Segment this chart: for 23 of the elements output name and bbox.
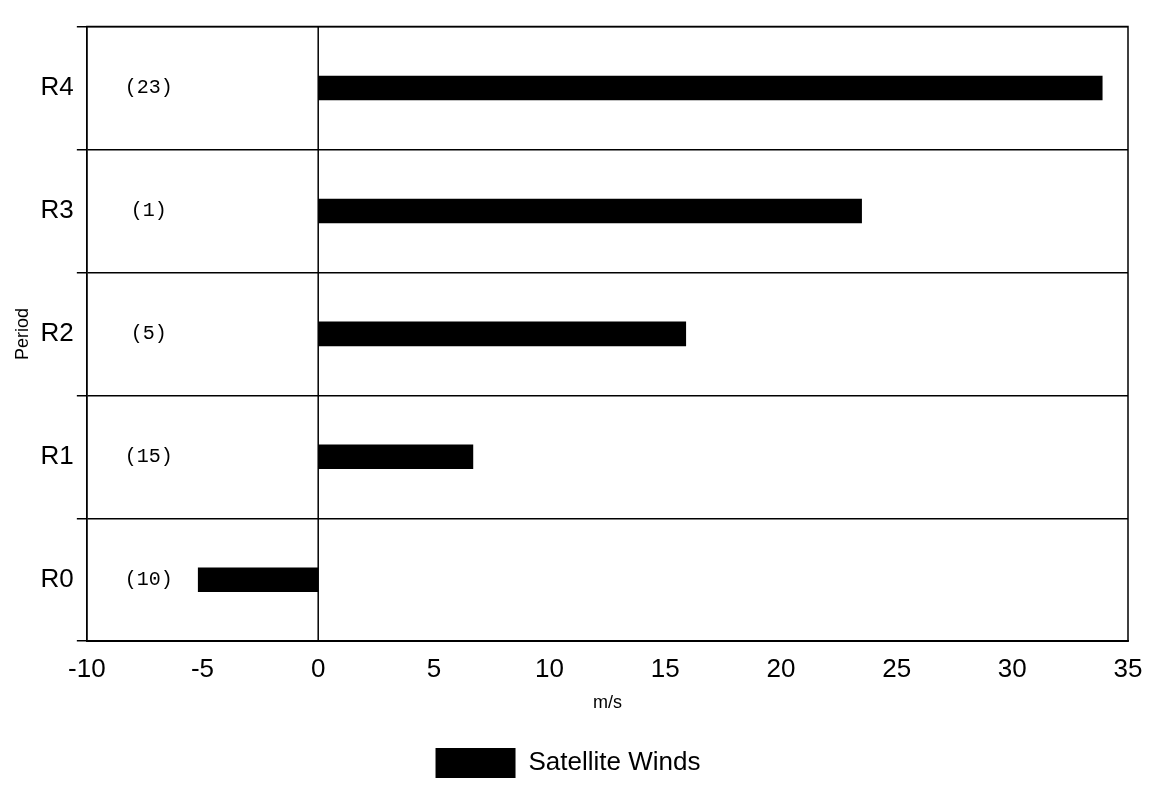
x-tick-label: 35 [1113, 652, 1143, 683]
annotation: (10) [124, 568, 173, 592]
x-tick-label: 10 [535, 652, 565, 683]
x-tick-label: 20 [766, 652, 796, 683]
annotation: (15) [124, 445, 173, 469]
x-tick-label: 5 [426, 652, 442, 683]
y-tick-label: R0 [40, 562, 74, 593]
y-tick-label: R4 [40, 71, 74, 102]
y-tick-label: R1 [40, 439, 74, 470]
y-tick-label: R3 [40, 194, 74, 225]
x-tick-label: 0 [310, 652, 326, 683]
annotation: (23) [124, 76, 173, 100]
y-tick-label: R2 [40, 317, 74, 348]
x-tick-label: -5 [190, 652, 215, 683]
x-tick-label: 25 [882, 652, 912, 683]
x-tick-label: 30 [997, 652, 1027, 683]
legend-label: Satellite Winds [528, 746, 701, 777]
x-tick-label: 15 [650, 652, 680, 683]
y-axis-title: Period [11, 307, 32, 360]
x-axis-title: m/s [592, 692, 622, 713]
x-tick-label: -10 [68, 652, 106, 683]
annotation: (1) [130, 199, 167, 223]
annotation: (5) [130, 322, 167, 346]
